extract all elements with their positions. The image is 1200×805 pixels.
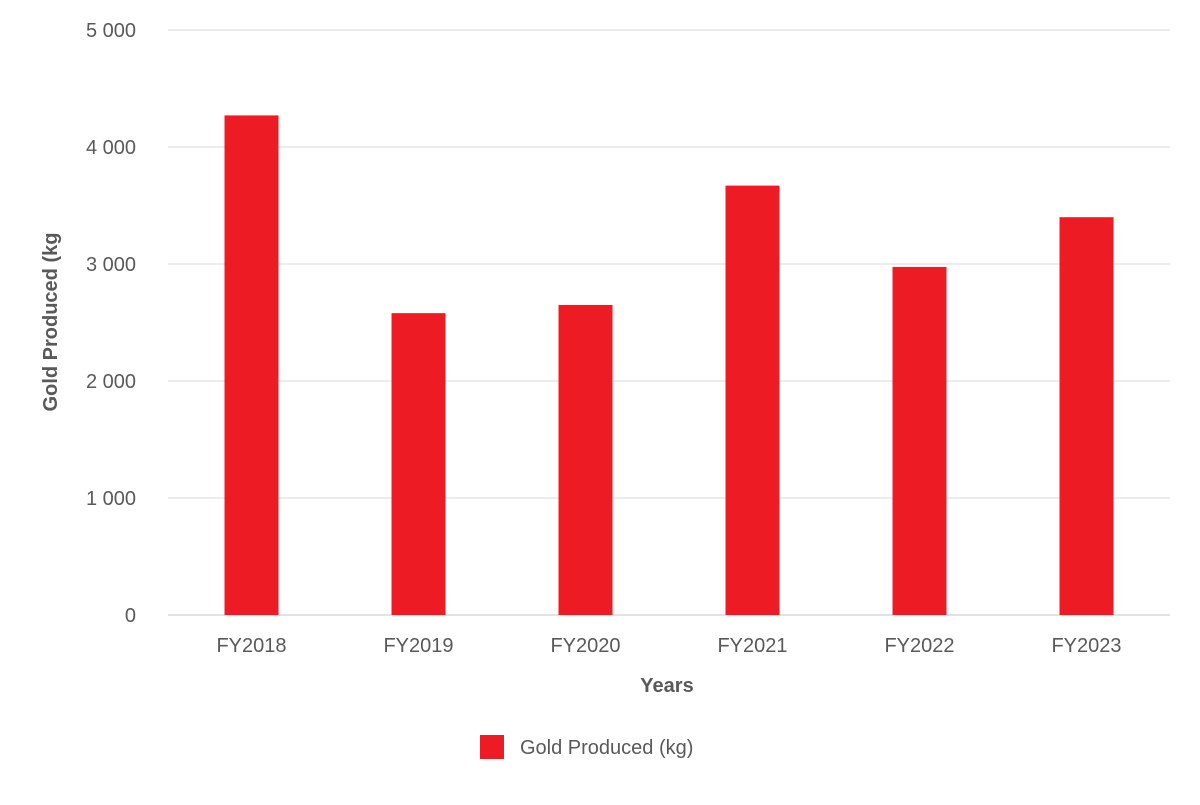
y-tick-label: 5 000 — [86, 20, 136, 42]
x-tick-label: FY2021 — [717, 635, 787, 657]
gridlines — [168, 29, 1170, 616]
bars — [224, 115, 1114, 616]
legend-swatch — [480, 735, 504, 759]
y-tick-label: 2 000 — [86, 371, 136, 393]
y-tick-label: 1 000 — [86, 488, 136, 510]
bar — [558, 304, 613, 615]
bar — [725, 185, 780, 616]
legend-label: Gold Produced (kg) — [520, 737, 693, 759]
bar — [391, 313, 446, 615]
y-axis-title: Gold Produced (kg — [40, 233, 62, 412]
x-tick-label: FY2020 — [550, 635, 620, 657]
y-tick-label: 3 000 — [86, 254, 136, 276]
bar — [224, 115, 279, 615]
x-axis-title: Years — [640, 675, 693, 697]
y-tick-label: 4 000 — [86, 137, 136, 159]
x-tick-label: FY2019 — [383, 635, 453, 657]
x-tick-label: FY2023 — [1051, 635, 1121, 657]
x-tick-label: FY2018 — [216, 635, 286, 657]
x-tick-label: FY2022 — [884, 635, 954, 657]
legend: Gold Produced (kg) — [480, 735, 693, 759]
x-axis-ticks: FY2018 FY2019 FY2020 FY2021 FY2022 FY2023 — [216, 635, 1121, 657]
bar — [892, 266, 947, 615]
y-tick-label: 0 — [125, 605, 136, 627]
bar — [1059, 217, 1114, 615]
y-axis-ticks: 0 1 000 2 000 3 000 4 000 5 000 — [86, 20, 136, 627]
